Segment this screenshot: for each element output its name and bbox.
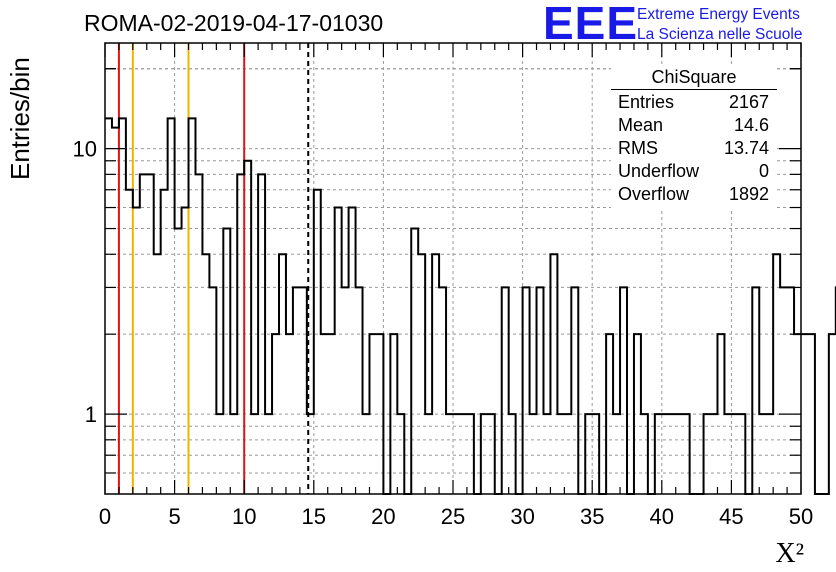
y-tick-label: 1	[85, 402, 97, 427]
x-tick-label: 0	[99, 504, 111, 529]
x-tick-label: 10	[232, 504, 256, 529]
stats-label: Mean	[618, 115, 664, 135]
stats-label: RMS	[618, 138, 658, 158]
stats-label: Underflow	[618, 161, 700, 181]
stats-row-entries: Entries 2167	[618, 92, 769, 114]
x-tick-label: 40	[650, 504, 674, 529]
logo-text-line2: La Scienza nelle Scuole	[637, 26, 803, 43]
stats-value: 13.74	[723, 138, 769, 158]
stats-row-mean: Mean 14.6	[618, 115, 769, 137]
stats-box: ChiSquare Entries 2167 Mean 14.6 RMS 13.…	[611, 67, 777, 209]
stats-title: ChiSquare	[651, 67, 737, 87]
stats-divider	[611, 89, 777, 90]
x-axis-label: X²	[775, 538, 804, 569]
stats-value: 0	[758, 161, 769, 181]
axis-ticks	[104, 43, 802, 494]
x-tick-label: 25	[441, 504, 465, 529]
grid-lines	[105, 43, 801, 494]
y-axis-label: Entries/bin	[5, 57, 35, 180]
stats-label: Entries	[618, 92, 675, 112]
x-tick-label: 30	[510, 504, 534, 529]
stats-row-underflow: Underflow 0	[618, 161, 769, 183]
stats-value: 1892	[728, 184, 769, 204]
logo-text-line1: Extreme Energy Events	[637, 6, 800, 23]
x-tick-label: 15	[302, 504, 326, 529]
stats-value: 2167	[728, 92, 769, 112]
stats-row-overflow: Overflow 1892	[618, 184, 769, 206]
stats-row-rms: RMS 13.74	[618, 138, 769, 160]
x-tick-label: 50	[789, 504, 813, 529]
stats-value: 14.6	[733, 115, 769, 135]
x-tick-label: 45	[719, 504, 743, 529]
tick-labels: 0 5 10 15 20 25 30 35 40 45 50 1 10	[73, 137, 814, 529]
x-tick-label: 20	[371, 504, 395, 529]
x-tick-label: 35	[580, 504, 604, 529]
eee-logo-mark: EEE	[543, 0, 639, 49]
stats-label: Overflow	[618, 184, 690, 204]
y-tick-label: 10	[73, 137, 97, 162]
x-tick-label: 5	[168, 504, 180, 529]
chart-title: ROMA-02-2019-04-17-01030	[84, 10, 384, 36]
eee-logo: EEE Extreme Energy Events La Scienza nel…	[543, 0, 833, 49]
histogram-series	[105, 117, 836, 495]
